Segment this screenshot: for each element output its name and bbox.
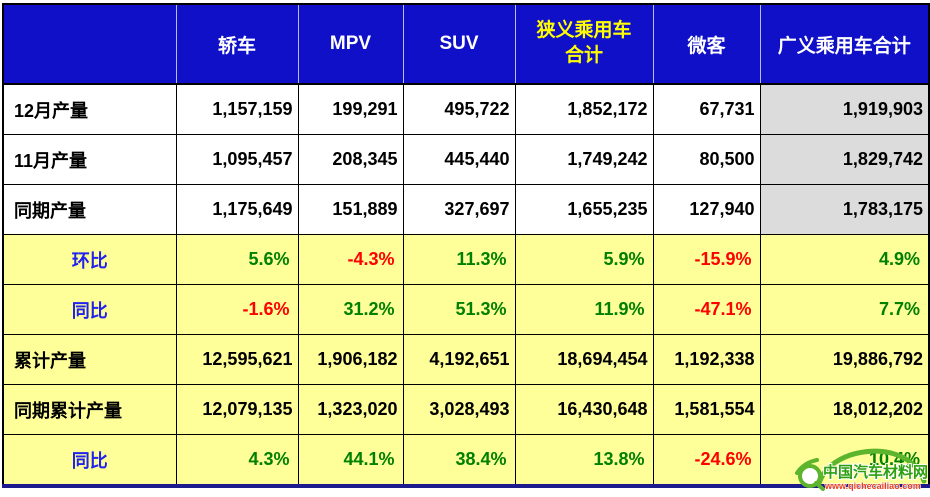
table-cell: 11.9% bbox=[514, 284, 654, 335]
table-cell: 4.3% bbox=[175, 434, 299, 487]
table-cell: 80,500 bbox=[652, 134, 761, 185]
row-label: 12月产量 bbox=[2, 83, 177, 135]
table-cell: 67,731 bbox=[652, 83, 761, 135]
table-cell: 18,694,454 bbox=[514, 334, 654, 385]
column-header-blank bbox=[2, 4, 177, 85]
table-cell: 1,581,554 bbox=[652, 384, 761, 435]
row-cumulative-production: 累计产量 12,595,621 1,906,182 4,192,651 18,6… bbox=[2, 334, 930, 385]
row-label: 累计产量 bbox=[2, 334, 177, 385]
column-header-minivan: 微客 bbox=[652, 4, 761, 85]
table-cell: 18,012,202 bbox=[759, 384, 930, 435]
table-cell: 5.6% bbox=[175, 234, 299, 285]
row-mom-change: 环比 5.6% -4.3% 11.3% 5.9% -15.9% 4.9% bbox=[2, 234, 930, 285]
table-cell: 127,940 bbox=[652, 184, 761, 235]
header-row: 轿车 MPV SUV 狭义乘用车 合计 微客 广义乘用车合计 bbox=[2, 4, 930, 85]
table-cell: 1,157,159 bbox=[175, 83, 299, 135]
row-label: 环比 bbox=[2, 234, 177, 285]
column-header-suv: SUV bbox=[402, 4, 516, 85]
row-yoy-change: 同比 -1.6% 31.2% 51.3% 11.9% -47.1% 7.7% bbox=[2, 284, 930, 335]
table-cell: 1,323,020 bbox=[297, 384, 404, 435]
table-cell: 31.2% bbox=[297, 284, 404, 335]
column-header-broad-pv-total: 广义乘用车合计 bbox=[759, 4, 930, 85]
table-cell: 495,722 bbox=[402, 83, 516, 135]
table-cell: 1,906,182 bbox=[297, 334, 404, 385]
table-cell: 4,192,651 bbox=[402, 334, 516, 385]
table-cell: 44.1% bbox=[297, 434, 404, 487]
table-cell: 10.4% bbox=[759, 434, 930, 487]
table-cell: 1,749,242 bbox=[514, 134, 654, 185]
row-cumulative-yoy-change: 同比 4.3% 44.1% 38.4% 13.8% -24.6% 10.4% bbox=[2, 434, 930, 487]
table-cell: 13.8% bbox=[514, 434, 654, 487]
table-cell: 19,886,792 bbox=[759, 334, 930, 385]
table-cell: 1,919,903 bbox=[759, 83, 930, 135]
table-cell: 4.9% bbox=[759, 234, 930, 285]
row-label: 同期产量 bbox=[2, 184, 177, 235]
table-cell: 445,440 bbox=[402, 134, 516, 185]
table-cell: 5.9% bbox=[514, 234, 654, 285]
table-cell: -15.9% bbox=[652, 234, 761, 285]
table-cell: 3,028,493 bbox=[402, 384, 516, 435]
column-header-mpv: MPV bbox=[297, 4, 404, 85]
table-cell: 7.7% bbox=[759, 284, 930, 335]
table-cell: 12,595,621 bbox=[175, 334, 299, 385]
row-prior-year-production: 同期产量 1,175,649 151,889 327,697 1,655,235… bbox=[2, 184, 930, 235]
table-cell: 51.3% bbox=[402, 284, 516, 335]
row-prior-cumulative-production: 同期累计产量 12,079,135 1,323,020 3,028,493 16… bbox=[2, 384, 930, 435]
column-header-narrow-pv-total: 狭义乘用车 合计 bbox=[514, 4, 654, 85]
production-table: 轿车 MPV SUV 狭义乘用车 合计 微客 广义乘用车合计 12月产量 1,1… bbox=[2, 3, 930, 488]
column-header-sedan: 轿车 bbox=[175, 4, 299, 85]
table-cell: -24.6% bbox=[652, 434, 761, 487]
table-cell: 16,430,648 bbox=[514, 384, 654, 435]
table-cell: 1,655,235 bbox=[514, 184, 654, 235]
table-cell: 327,697 bbox=[402, 184, 516, 235]
row-label: 同比 bbox=[2, 434, 177, 487]
table-cell: 1,829,742 bbox=[759, 134, 930, 185]
table-cell: 1,175,649 bbox=[175, 184, 299, 235]
table-cell: 12,079,135 bbox=[175, 384, 299, 435]
row-label: 同比 bbox=[2, 284, 177, 335]
table-cell: 208,345 bbox=[297, 134, 404, 185]
row-dec-production: 12月产量 1,157,159 199,291 495,722 1,852,17… bbox=[2, 83, 930, 135]
table-cell: 11.3% bbox=[402, 234, 516, 285]
table-cell: 1,095,457 bbox=[175, 134, 299, 185]
table-cell: 199,291 bbox=[297, 83, 404, 135]
table-cell: -47.1% bbox=[652, 284, 761, 335]
row-label: 11月产量 bbox=[2, 134, 177, 185]
table-cell: 1,192,338 bbox=[652, 334, 761, 385]
table-cell: -4.3% bbox=[297, 234, 404, 285]
table-cell: 1,852,172 bbox=[514, 83, 654, 135]
row-nov-production: 11月产量 1,095,457 208,345 445,440 1,749,24… bbox=[2, 134, 930, 185]
table-cell: 151,889 bbox=[297, 184, 404, 235]
table-cell: 38.4% bbox=[402, 434, 516, 487]
table-cell: 1,783,175 bbox=[759, 184, 930, 235]
row-label: 同期累计产量 bbox=[2, 384, 177, 435]
table-cell: -1.6% bbox=[175, 284, 299, 335]
